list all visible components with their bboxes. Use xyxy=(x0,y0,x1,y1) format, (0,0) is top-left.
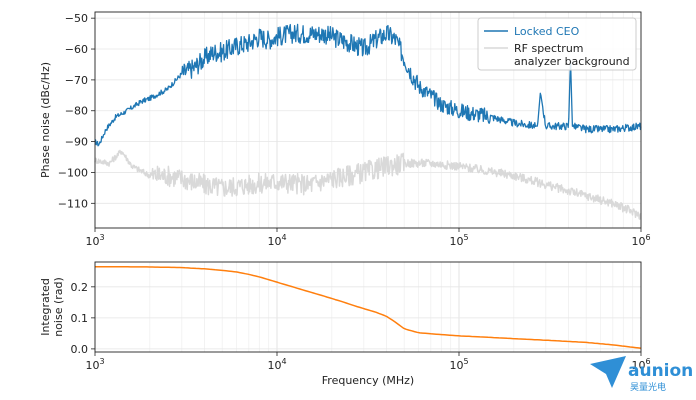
y-tick-label: −90 xyxy=(65,136,88,149)
x-tick-label: 105 xyxy=(449,233,468,248)
integrated-noise-panel: 103 104 105 106 0.0 0.1 0.2 Integrated noise (ra… xyxy=(39,261,651,387)
y-tick-label: 0.0 xyxy=(71,343,89,356)
y-tick-label: −70 xyxy=(65,74,88,87)
y-tick-label: −100 xyxy=(58,166,88,179)
y-tick-label: −60 xyxy=(65,43,88,56)
y-tick-label: −110 xyxy=(58,197,88,210)
watermark-subtitle: 昊量光电 xyxy=(630,381,666,393)
x-tick-label: 103 xyxy=(85,233,104,248)
y-tick-label: 0.1 xyxy=(71,312,89,325)
legend: Locked CEO RF spectrum analyzer background xyxy=(477,17,637,71)
axes-frame xyxy=(94,11,642,229)
integrated-noise-line xyxy=(95,265,642,350)
x-axis-title: Frequency (MHz) xyxy=(322,374,414,387)
axes-frame xyxy=(94,261,642,353)
legend-box xyxy=(477,17,637,71)
watermark-brand: aunion xyxy=(628,361,693,381)
legend-label-rf-background: RF spectrum analyzer background xyxy=(514,42,630,68)
y-tick-label: 0.2 xyxy=(71,281,89,294)
x-tick-label: 106 xyxy=(631,357,650,372)
phase-noise-panel: 103 104 105 106 −50 −60 −70 −80 −90 −100 −110 Phase… xyxy=(39,11,651,248)
logo-mark-icon xyxy=(590,356,626,388)
x-tick-label: 104 xyxy=(267,233,286,248)
rf-background-line xyxy=(94,149,642,220)
y-tick-label: −80 xyxy=(65,105,88,118)
legend-label-locked-ceo: Locked CEO xyxy=(514,25,580,38)
aunion-logo: aunion 昊量光电 xyxy=(590,356,693,393)
locked-ceo-line xyxy=(94,23,642,147)
x-tick-label: 104 xyxy=(267,357,286,372)
y-tick-label: −50 xyxy=(65,12,88,25)
x-tick-label: 103 xyxy=(85,357,104,372)
x-tick-label: 105 xyxy=(449,357,468,372)
x-tick-label: 106 xyxy=(631,233,650,248)
y-axis-title-line: Integrated xyxy=(39,278,52,336)
y-axis-title-line: noise (rad) xyxy=(52,277,65,337)
y-axis-title: Phase noise (dBc/Hz) xyxy=(39,62,52,178)
